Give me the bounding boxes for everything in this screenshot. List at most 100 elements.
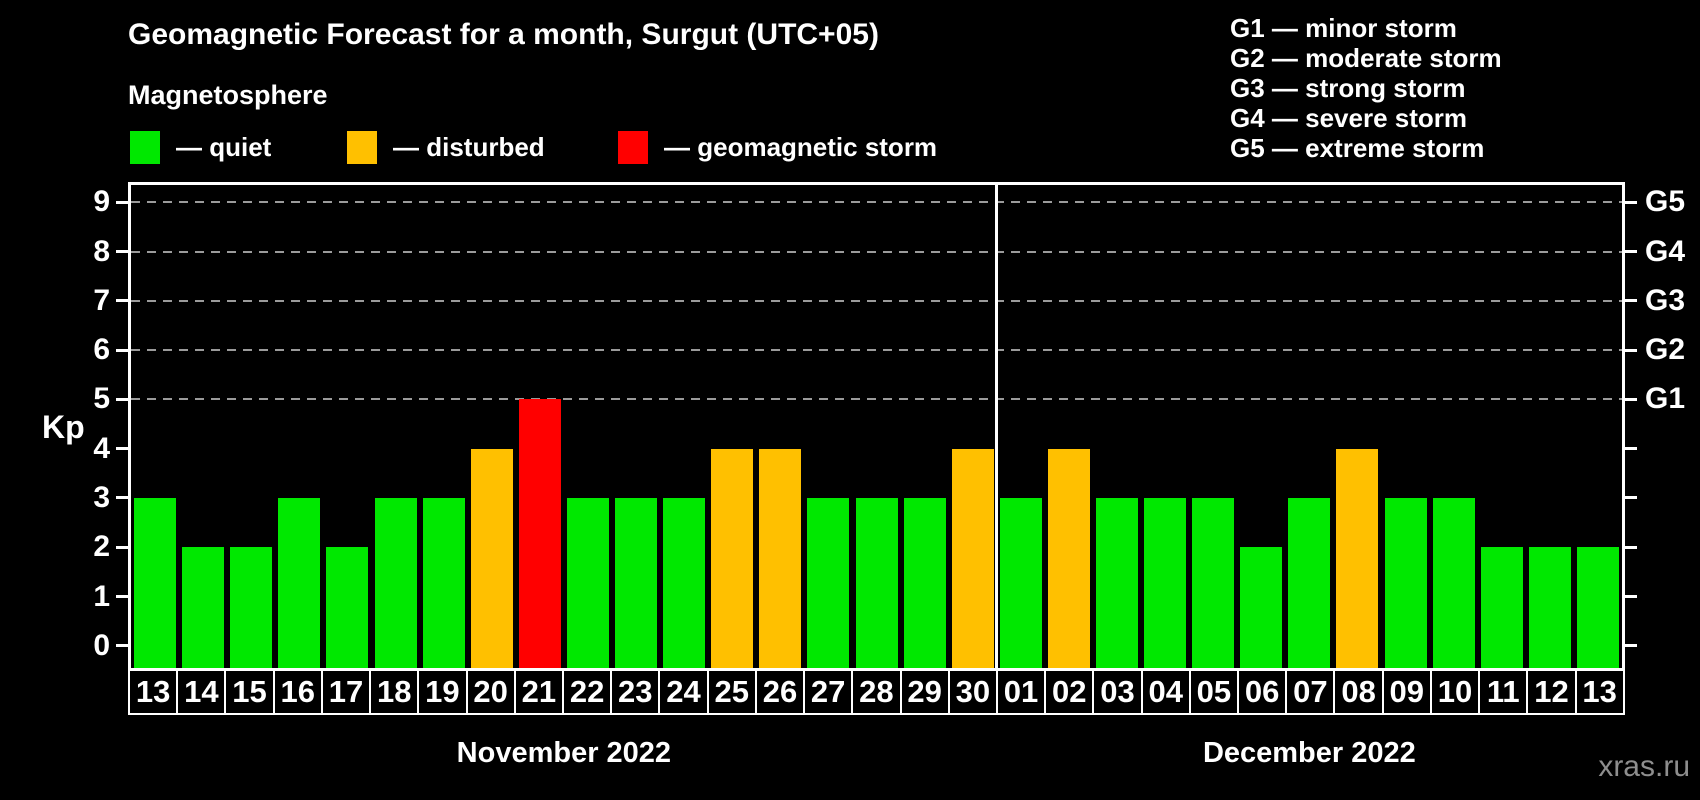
y-tick-3: [116, 496, 128, 500]
gridline-kp7: [131, 299, 1622, 302]
date-cell-nov-29: 29: [899, 669, 950, 715]
legend-item-label: — geomagnetic storm: [664, 131, 938, 162]
date-cell-dec-02: 02: [1044, 669, 1095, 715]
legend-item-quiet: — quiet: [130, 130, 271, 164]
date-cell-dec-11: 11: [1478, 669, 1529, 715]
g-legend-line-g1: G1 — minor storm: [1230, 13, 1457, 43]
kp-bar-dec-08: [1336, 448, 1379, 668]
kp-bar-nov-18: [374, 497, 417, 668]
y-tick-label-2: 2: [93, 530, 110, 564]
date-cell-nov-16: 16: [272, 669, 323, 715]
kp-bar-dec-09: [1384, 497, 1427, 668]
y-tick-0: [116, 644, 128, 648]
g-legend-line-g2: G2 — moderate storm: [1230, 43, 1502, 73]
date-cell-dec-13: 13: [1574, 669, 1625, 715]
g-level-label-g2: G2: [1645, 333, 1686, 367]
g-level-label-g1: G1: [1645, 382, 1686, 416]
kp-bar-nov-27: [807, 497, 850, 668]
legend-swatch-disturbed-icon: [347, 130, 377, 164]
y-tick-label-0: 0: [93, 628, 110, 662]
right-tick-2: [1625, 545, 1637, 549]
date-cell-nov-17: 17: [320, 669, 372, 715]
date-cell-dec-09: 09: [1381, 669, 1432, 715]
kp-bar-nov-17: [326, 547, 369, 668]
kp-bar-nov-28: [855, 497, 898, 668]
y-tick-5: [116, 397, 128, 401]
date-cell-dec-10: 10: [1429, 669, 1481, 715]
kp-bar-dec-10: [1432, 497, 1475, 668]
y-tick-9: [116, 200, 128, 204]
date-cell-nov-25: 25: [706, 669, 757, 715]
kp-bar-dec-06: [1240, 547, 1283, 668]
kp-bar-nov-22: [566, 497, 609, 668]
g-legend-line-g3: G3 — strong storm: [1230, 73, 1466, 103]
legend-item-disturbed: — disturbed: [347, 130, 545, 164]
page-title: Geomagnetic Forecast for a month, Surgut…: [128, 18, 879, 51]
watermark: xras.ru: [1598, 750, 1690, 783]
y-tick-label-5: 5: [93, 382, 110, 416]
legend-swatch-quiet-icon: [130, 130, 160, 164]
legend-item-storm: — geomagnetic storm: [618, 130, 937, 164]
y-tick-label-9: 9: [93, 185, 110, 219]
date-cell-dec-04: 04: [1140, 669, 1191, 715]
kp-bar-dec-03: [1095, 497, 1138, 668]
kp-bar-dec-13: [1576, 547, 1619, 668]
kp-bar-dec-12: [1528, 547, 1571, 668]
kp-bar-nov-19: [422, 497, 465, 668]
date-cell-nov-28: 28: [851, 669, 902, 715]
month-separator-line: [995, 185, 999, 668]
kp-bar-dec-04: [1144, 497, 1187, 668]
y-tick-label-4: 4: [93, 431, 110, 465]
y-tick-6: [116, 348, 128, 352]
right-tick-1: [1625, 595, 1637, 599]
kp-bar-nov-26: [759, 448, 802, 668]
kp-bar-nov-20: [470, 448, 513, 668]
kp-bar-nov-15: [230, 547, 273, 668]
g-legend-line-g5: G5 — extreme storm: [1230, 133, 1485, 163]
date-cell-dec-03: 03: [1092, 669, 1143, 715]
date-cell-dec-07: 07: [1285, 669, 1336, 715]
date-cell-dec-01: 01: [995, 669, 1047, 715]
gridline-kp5: [131, 398, 1622, 401]
gridline-kp9: [131, 201, 1622, 204]
date-cell-nov-21: 21: [513, 669, 564, 715]
y-tick-label-3: 3: [93, 480, 110, 514]
right-tick-0: [1625, 644, 1637, 648]
date-cell-nov-14: 14: [176, 669, 227, 715]
right-tick-6: [1625, 348, 1637, 352]
date-cell-nov-24: 24: [658, 669, 709, 715]
kp-bar-dec-11: [1480, 547, 1523, 668]
date-cell-dec-06: 06: [1237, 669, 1288, 715]
y-tick-label-7: 7: [93, 283, 110, 317]
y-tick-label-1: 1: [93, 579, 110, 613]
date-cell-nov-19: 19: [417, 669, 468, 715]
date-cell-nov-20: 20: [465, 669, 516, 715]
gridline-kp8: [131, 250, 1622, 253]
date-cell-nov-26: 26: [754, 669, 806, 715]
date-cell-nov-27: 27: [803, 669, 854, 715]
kp-axis-label: Kp: [42, 409, 85, 445]
kp-bar-nov-25: [711, 448, 754, 668]
kp-bar-nov-23: [615, 497, 658, 668]
date-cell-dec-12: 12: [1526, 669, 1577, 715]
kp-bar-dec-02: [1047, 448, 1090, 668]
right-tick-3: [1625, 496, 1637, 500]
legend-item-label: — quiet: [176, 131, 272, 162]
date-cell-nov-23: 23: [610, 669, 661, 715]
y-tick-4: [116, 447, 128, 451]
magnetosphere-label: Magnetosphere: [128, 80, 328, 110]
y-tick-1: [116, 595, 128, 599]
date-axis-row: 13 14 15 16 17 18 19 20 21 22 23 24 25 26 27 28 29 30 01 02…: [128, 669, 1625, 715]
kp-bar-nov-21: [518, 399, 561, 668]
g-legend-line-g4: G4 — severe storm: [1230, 103, 1468, 133]
kp-bar-nov-13: [134, 497, 177, 668]
date-cell-nov-22: 22: [561, 669, 613, 715]
kp-bar-dec-01: [999, 497, 1042, 668]
date-cell-dec-05: 05: [1188, 669, 1240, 715]
plot-area: [128, 182, 1625, 671]
date-cell-dec-08: 08: [1333, 669, 1384, 715]
right-tick-9: [1625, 200, 1637, 204]
g-level-label-g5: G5: [1645, 185, 1686, 219]
date-cell-nov-13: 13: [128, 669, 179, 715]
right-tick-8: [1625, 250, 1637, 254]
